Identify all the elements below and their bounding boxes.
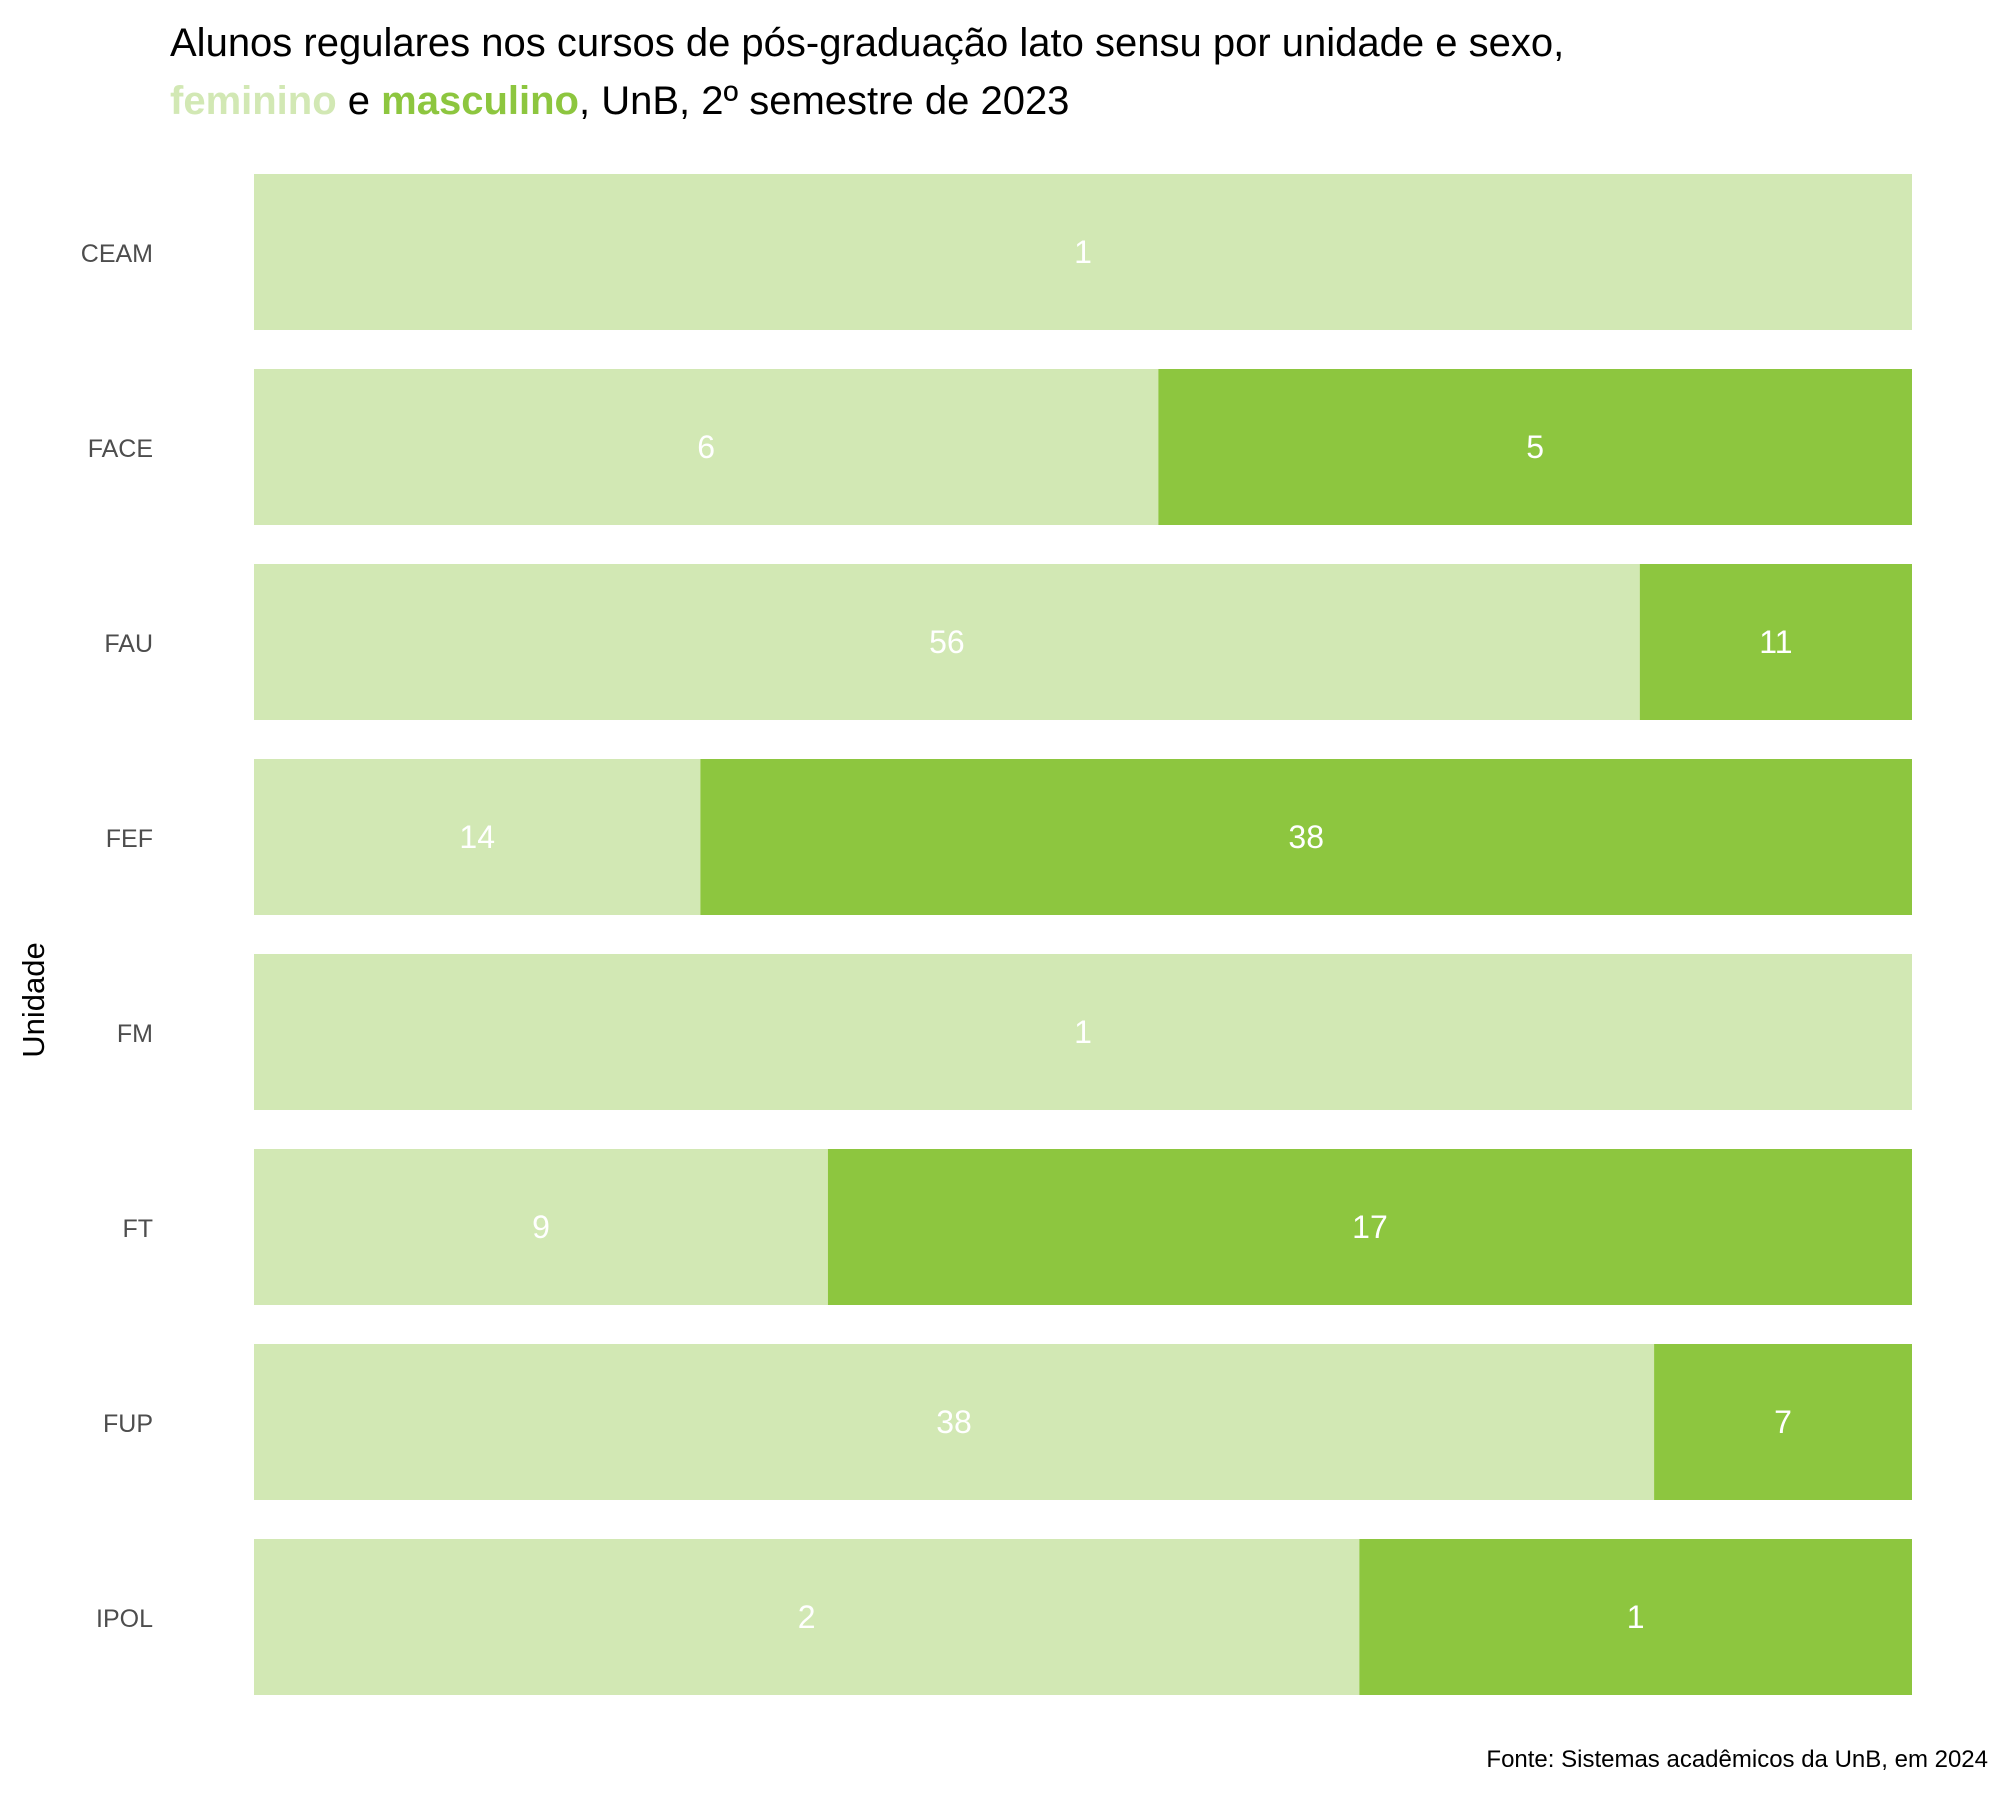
- data-label-fau-masculino: 11: [1759, 624, 1792, 660]
- data-label-face-masculino: 5: [1526, 429, 1544, 465]
- y-tick-label-face: FACE: [88, 435, 153, 463]
- chart-title-line-1: Alunos regulares nos cursos de pós-gradu…: [170, 21, 1565, 65]
- data-label-fau-feminino: 56: [929, 624, 965, 660]
- title-masculino: masculino: [381, 79, 579, 123]
- y-tick-labels: CEAM FACE FAU FEF FM FT FUP IPOL: [81, 240, 153, 1633]
- data-label-face-feminino: 6: [697, 429, 715, 465]
- title-connector: e: [336, 79, 382, 123]
- bar-fau-masculino: [1639, 564, 1912, 720]
- y-tick-label-fm: FM: [117, 1020, 153, 1048]
- y-tick-label-fef: FEF: [106, 825, 153, 853]
- data-label-ft-feminino: 9: [532, 1209, 550, 1245]
- chart-title: Alunos regulares nos cursos de pós-gradu…: [170, 14, 1970, 130]
- y-tick-label-ceam: CEAM: [81, 240, 153, 268]
- data-label-ipol-feminino: 2: [798, 1599, 816, 1635]
- data-label-ft-masculino: 17: [1352, 1209, 1388, 1245]
- bar-ft-feminino: [254, 1149, 828, 1305]
- bar-ipol-masculino: [1359, 1539, 1912, 1695]
- y-tick-label-fup: FUP: [103, 1410, 153, 1438]
- stacked-bar-chart: 1 6 5 56 11 14 38 1 9 17 38 7 2 1 CEAM FACE FAU FEF FM FT F…: [16, 174, 1912, 1695]
- y-axis-title: Unidade: [16, 942, 51, 1057]
- y-tick-label-ft: FT: [122, 1215, 153, 1243]
- chart-title-line-2: feminino e masculino, UnB, 2º semestre d…: [170, 72, 1970, 130]
- bar-fm-feminino: [254, 954, 1912, 1110]
- data-label-fm-feminino: 1: [1074, 1014, 1092, 1050]
- title-feminino: feminino: [170, 79, 337, 123]
- data-label-fef-masculino: 38: [1288, 819, 1324, 855]
- bars-layer: 1 6 5 56 11 14 38 1 9 17 38 7 2 1: [254, 174, 1912, 1695]
- y-tick-label-ipol: IPOL: [96, 1605, 153, 1633]
- bar-ft-masculino: [827, 1149, 1912, 1305]
- data-label-ceam-feminino: 1: [1074, 234, 1092, 270]
- bar-fef-masculino: [700, 759, 1912, 915]
- bar-face-masculino: [1158, 369, 1912, 525]
- bar-fup-masculino: [1654, 1344, 1912, 1500]
- bar-fup-feminino: [254, 1344, 1655, 1500]
- data-label-fup-feminino: 38: [936, 1404, 972, 1440]
- y-tick-label-fau: FAU: [104, 630, 153, 658]
- bar-ipol-feminino: [254, 1539, 1360, 1695]
- data-label-ipol-masculino: 1: [1627, 1599, 1645, 1635]
- data-label-fup-masculino: 7: [1774, 1404, 1792, 1440]
- data-label-fef-feminino: 14: [459, 819, 495, 855]
- bar-fau-feminino: [254, 564, 1640, 720]
- bar-face-feminino: [254, 369, 1159, 525]
- bar-ceam-feminino: [254, 174, 1912, 330]
- bar-fef-feminino: [254, 759, 701, 915]
- title-suffix: , UnB, 2º semestre de 2023: [579, 79, 1070, 123]
- source-caption: Fonte: Sistemas acadêmicos da UnB, em 20…: [1486, 1746, 1988, 1773]
